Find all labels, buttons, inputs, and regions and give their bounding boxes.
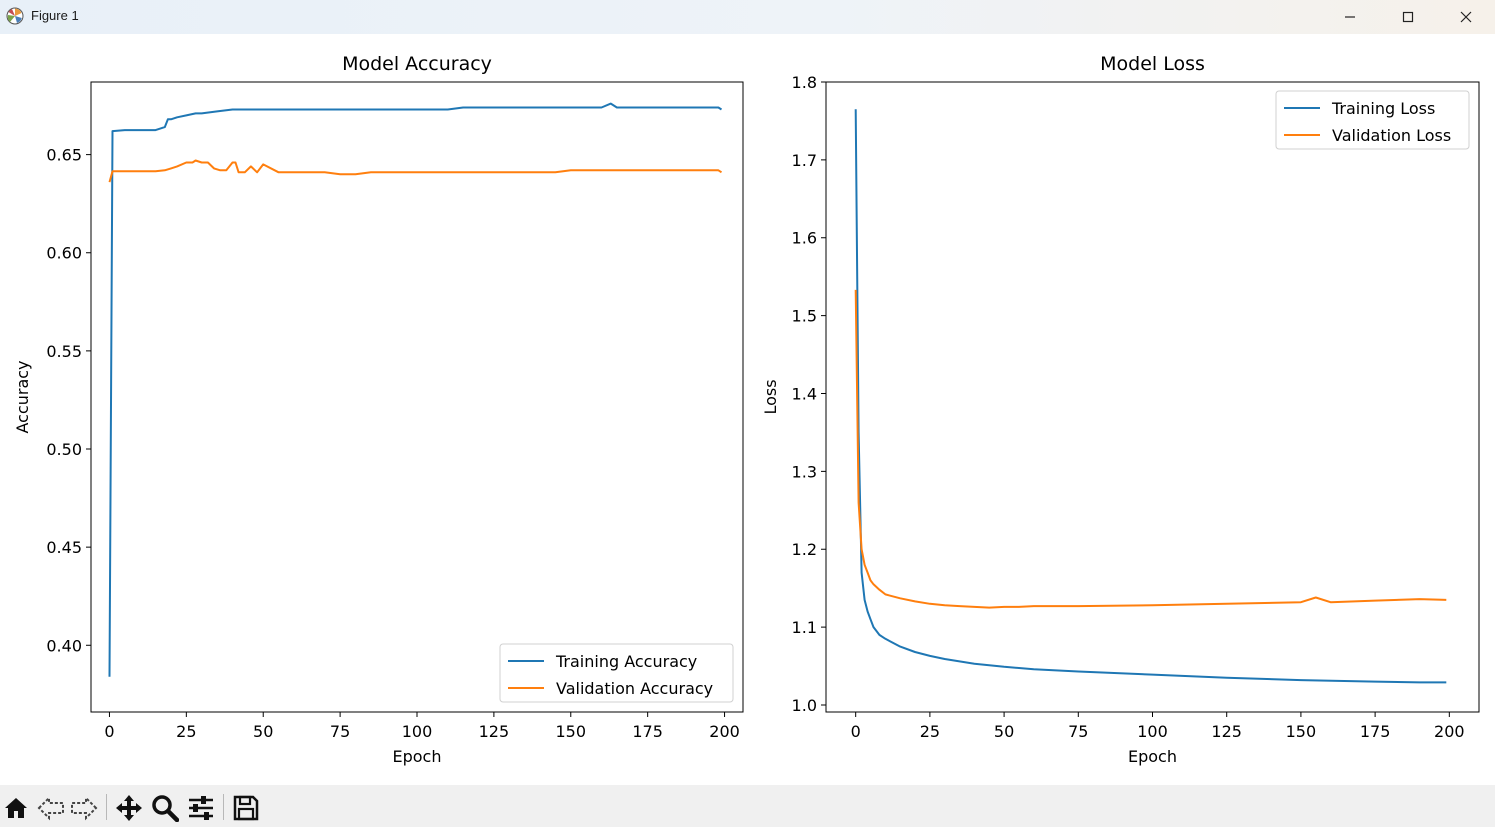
forward-button[interactable] (69, 793, 99, 823)
x-axis-label: Epoch (1128, 747, 1177, 766)
close-icon (1460, 11, 1472, 23)
y-tick-label: 0.50 (46, 440, 82, 459)
x-tick-label: 50 (253, 722, 273, 741)
save-icon (233, 795, 259, 821)
chart-title: Model Accuracy (342, 53, 492, 75)
window-title: Figure 1 (31, 8, 79, 23)
x-tick-label: 150 (556, 722, 587, 741)
legend-box (499, 643, 734, 703)
x-tick-label: 125 (1211, 722, 1242, 741)
x-tick-label: 150 (1286, 722, 1317, 741)
minimize-icon (1345, 16, 1355, 18)
back-icon (37, 795, 64, 821)
series-line-validation (108, 159, 723, 183)
x-tick-label: 175 (632, 722, 663, 741)
x-tick-label: 0 (851, 722, 861, 741)
x-tick-label: 0 (104, 722, 114, 741)
y-tick-label: 0.55 (46, 342, 82, 361)
forward-icon (71, 795, 98, 821)
y-tick-label: 0.40 (46, 636, 82, 655)
y-tick-label: 1.8 (792, 73, 817, 92)
configure-subplots-icon (189, 796, 213, 820)
zoom-button[interactable] (150, 793, 180, 823)
x-tick-label: 75 (330, 722, 350, 741)
y-tick-label: 1.6 (792, 229, 817, 248)
legend-label: Validation Loss (1332, 126, 1451, 145)
x-tick-label: 100 (1137, 722, 1168, 741)
y-tick-label: 1.2 (792, 540, 817, 559)
window-titlebar: Figure 1 (0, 0, 1495, 34)
y-tick-label: 1.1 (792, 618, 817, 637)
y-tick-label: 0.65 (46, 146, 82, 165)
x-tick-label: 25 (176, 722, 196, 741)
x-tick-label: 100 (402, 722, 433, 741)
x-tick-label: 125 (479, 722, 510, 741)
x-tick-label: 50 (994, 722, 1014, 741)
matplotlib-icon (6, 7, 24, 25)
axes-frame (90, 81, 744, 713)
figure: 0 25 50 75 100 125 150 175 200 0.40 0.45 0.50 0.55 0.… (13, 53, 1480, 766)
series-line-validation (854, 289, 1447, 609)
pan-button[interactable] (114, 793, 144, 823)
navigation-toolbar (0, 785, 1495, 827)
chart-title: Model Loss (1100, 53, 1205, 75)
back-button[interactable] (36, 793, 66, 823)
y-tick-label: 1.7 (792, 151, 817, 170)
legend-label: Training Loss (1331, 99, 1435, 118)
home-icon (5, 798, 27, 818)
y-tick-label: 1.4 (792, 384, 817, 403)
x-tick-label: 175 (1360, 722, 1391, 741)
x-tick-label: 200 (709, 722, 740, 741)
figure-canvas[interactable]: 0 25 50 75 100 125 150 175 200 0.40 0.45 0.50 0.55 0.… (0, 34, 1495, 785)
axes-frame (825, 81, 1480, 713)
x-tick-label: 25 (920, 722, 940, 741)
x-axis-label: Epoch (393, 747, 442, 766)
y-tick-label: 0.45 (46, 538, 82, 557)
y-tick-label: 0.60 (46, 244, 82, 263)
x-tick-label: 75 (1068, 722, 1088, 741)
legend-label: Validation Accuracy (556, 679, 713, 698)
toolbar-separator (223, 794, 224, 820)
minimize-button[interactable] (1321, 0, 1379, 34)
series-line-training (854, 109, 1447, 684)
y-tick-label: 1.5 (792, 307, 817, 326)
y-axis-label: Accuracy (13, 360, 32, 433)
legend-box (1275, 90, 1470, 150)
x-tick-label: 200 (1434, 722, 1465, 741)
y-tick-label: 1.3 (792, 462, 817, 481)
save-button[interactable] (231, 793, 261, 823)
home-button[interactable] (1, 793, 31, 823)
close-button[interactable] (1437, 0, 1495, 34)
zoom-icon (152, 795, 179, 822)
configure-subplots-button[interactable] (186, 793, 216, 823)
maximize-button[interactable] (1379, 0, 1437, 34)
y-axis-label: Loss (761, 379, 780, 414)
maximize-icon (1402, 11, 1414, 23)
legend-label: Training Accuracy (555, 652, 697, 671)
series-line-training (108, 102, 723, 677)
y-tick-label: 1.0 (792, 696, 817, 715)
toolbar-separator (106, 794, 107, 820)
pan-icon (116, 795, 142, 821)
